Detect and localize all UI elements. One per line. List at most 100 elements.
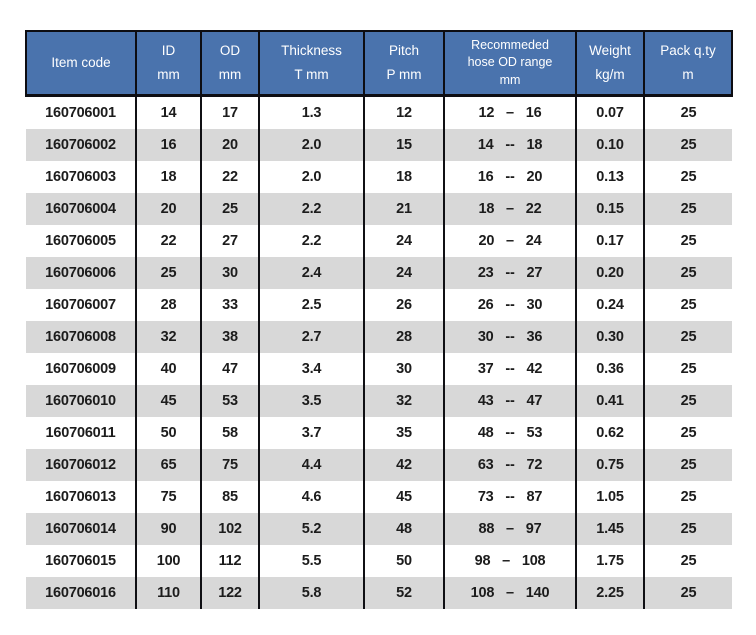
cell-id: 45: [135, 385, 201, 417]
table-row: 160706007 28 33 2.5 26 26 -- 30 0.24 25: [26, 289, 732, 321]
header-weight: Weight kg/m: [575, 30, 645, 97]
cell-pack-qty: 25: [643, 385, 732, 417]
cell-item-code: 160706014: [45, 521, 116, 537]
cell-item-code: 160706001: [45, 105, 116, 121]
table-row: 160706001 14 17 1.3 12 12 – 16 0.07 25: [26, 95, 732, 129]
header-hose-od-range: Recommeded hose OD range mm: [443, 30, 577, 97]
table-row: 160706009 40 47 3.4 30 37 -- 42 0.36 25: [26, 353, 732, 385]
cell-item-code: 160706004: [45, 201, 116, 217]
header-unit: mm: [157, 66, 180, 82]
cell-thickness: 3.4: [258, 353, 364, 385]
cell-pitch: 42: [363, 449, 444, 481]
cell-hose-od-range: 14 -- 18: [443, 129, 576, 161]
header-od: OD mm: [200, 30, 260, 97]
cell-hose-od-range: 37 -- 42: [443, 353, 576, 385]
table-row: 160706002 16 20 2.0 15 14 -- 18 0.10 25: [26, 129, 732, 161]
cell-weight: 0.36: [575, 353, 644, 385]
cell-thickness: 3.7: [258, 417, 364, 449]
cell-weight: 1.05: [575, 481, 644, 513]
cell-pack-qty: 25: [643, 129, 732, 161]
cell-item-code: 160706012: [45, 457, 116, 473]
cell-pitch: 52: [363, 577, 444, 609]
cell-pack-qty: 25: [643, 95, 732, 129]
cell-pack-qty: 25: [643, 545, 732, 577]
header-unit: mm: [499, 72, 521, 87]
header-label: hose OD range: [467, 55, 553, 70]
cell-thickness: 3.5: [258, 385, 364, 417]
cell-od: 58: [200, 417, 259, 449]
cell-od: 25: [200, 193, 259, 225]
cell-od: 75: [200, 449, 259, 481]
cell-pack-qty: 25: [643, 449, 732, 481]
cell-pitch: 35: [363, 417, 444, 449]
cell-od: 53: [200, 385, 259, 417]
cell-thickness: 4.6: [258, 481, 364, 513]
cell-hose-od-range: 23 -- 27: [443, 257, 576, 289]
cell-od: 38: [200, 321, 259, 353]
cell-od: 22: [200, 161, 259, 193]
table-row: 160706013 75 85 4.6 45 73 -- 87 1.05 25: [26, 481, 732, 513]
cell-pitch: 48: [363, 513, 444, 545]
cell-item-code: 160706006: [45, 265, 116, 281]
header-unit: kg/m: [595, 66, 625, 82]
cell-hose-od-range: 18 – 22: [443, 193, 576, 225]
header-label: ID: [161, 43, 176, 59]
cell-id: 90: [135, 513, 201, 545]
cell-hose-od-range: 26 -- 30: [443, 289, 576, 321]
product-spec-table: Item code ID mm OD mm: [25, 30, 733, 609]
table-row: 160706012 65 75 4.4 42 63 -- 72 0.75 25: [26, 449, 732, 481]
cell-weight: 0.13: [575, 161, 644, 193]
cell-id: 25: [135, 257, 201, 289]
cell-pack-qty: 25: [643, 481, 732, 513]
cell-weight: 0.62: [575, 417, 644, 449]
cell-hose-od-range: 30 -- 36: [443, 321, 576, 353]
cell-pack-qty: 25: [643, 161, 732, 193]
cell-pitch: 32: [363, 385, 444, 417]
cell-weight: 1.75: [575, 545, 644, 577]
cell-item-code: 160706013: [45, 489, 116, 505]
cell-pitch: 30: [363, 353, 444, 385]
table-row: 160706005 22 27 2.2 24 20 – 24 0.17 25: [26, 225, 732, 257]
cell-od: 112: [200, 545, 259, 577]
cell-weight: 0.75: [575, 449, 644, 481]
cell-thickness: 2.2: [258, 193, 364, 225]
cell-thickness: 2.5: [258, 289, 364, 321]
header-pitch: Pitch P mm: [363, 30, 445, 97]
cell-pack-qty: 25: [643, 289, 732, 321]
cell-pitch: 50: [363, 545, 444, 577]
cell-id: 100: [135, 545, 201, 577]
cell-hose-od-range: 16 -- 20: [443, 161, 576, 193]
cell-od: 33: [200, 289, 259, 321]
cell-pitch: 28: [363, 321, 444, 353]
cell-weight: 0.24: [575, 289, 644, 321]
cell-pack-qty: 25: [643, 513, 732, 545]
cell-thickness: 2.0: [258, 129, 364, 161]
cell-hose-od-range: 73 -- 87: [443, 481, 576, 513]
cell-pitch: 12: [363, 95, 444, 129]
cell-item-code: 160706010: [45, 393, 116, 409]
header-label: Item code: [51, 54, 111, 70]
cell-id: 65: [135, 449, 201, 481]
table-row: 160706003 18 22 2.0 18 16 -- 20 0.13 25: [26, 161, 732, 193]
table-row: 160706008 32 38 2.7 28 30 -- 36 0.30 25: [26, 321, 732, 353]
cell-thickness: 5.5: [258, 545, 364, 577]
cell-item-code: 160706016: [45, 585, 116, 601]
cell-id: 16: [135, 129, 201, 161]
cell-hose-od-range: 43 -- 47: [443, 385, 576, 417]
cell-hose-od-range: 108 – 140: [443, 577, 576, 609]
cell-weight: 0.20: [575, 257, 644, 289]
cell-pack-qty: 25: [643, 257, 732, 289]
cell-pack-qty: 25: [643, 577, 732, 609]
cell-pitch: 24: [363, 257, 444, 289]
cell-weight: 0.07: [575, 95, 644, 129]
cell-id: 22: [135, 225, 201, 257]
cell-item-code: 160706007: [45, 297, 116, 313]
cell-id: 110: [135, 577, 201, 609]
header-unit: m: [682, 66, 694, 82]
header-label: Pitch: [388, 43, 419, 59]
cell-thickness: 5.8: [258, 577, 364, 609]
cell-weight: 0.41: [575, 385, 644, 417]
table-row: 160706015 100 112 5.5 50 98 – 108 1.75 2…: [26, 545, 732, 577]
cell-id: 32: [135, 321, 201, 353]
header-unit: P mm: [386, 66, 422, 82]
